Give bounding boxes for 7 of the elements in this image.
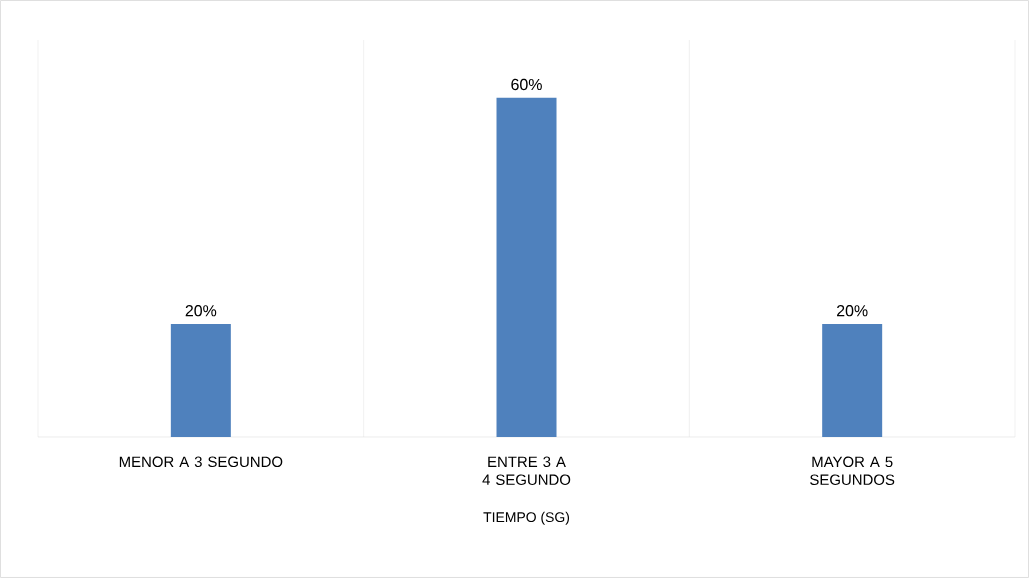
x-axis-title: TIEMPO (SG) [483, 511, 570, 525]
x-tick-label: ENTRE 3 A 4 SEGUNDO [482, 456, 571, 486]
data-label: 60% [511, 78, 542, 91]
data-label: 20% [185, 305, 217, 317]
x-tick-label: MENOR A 3 SEGUNDO [119, 456, 283, 468]
x-tick-label: MAYOR A 5 SEGUNDOS [810, 456, 895, 486]
data-label: 20% [837, 305, 868, 317]
